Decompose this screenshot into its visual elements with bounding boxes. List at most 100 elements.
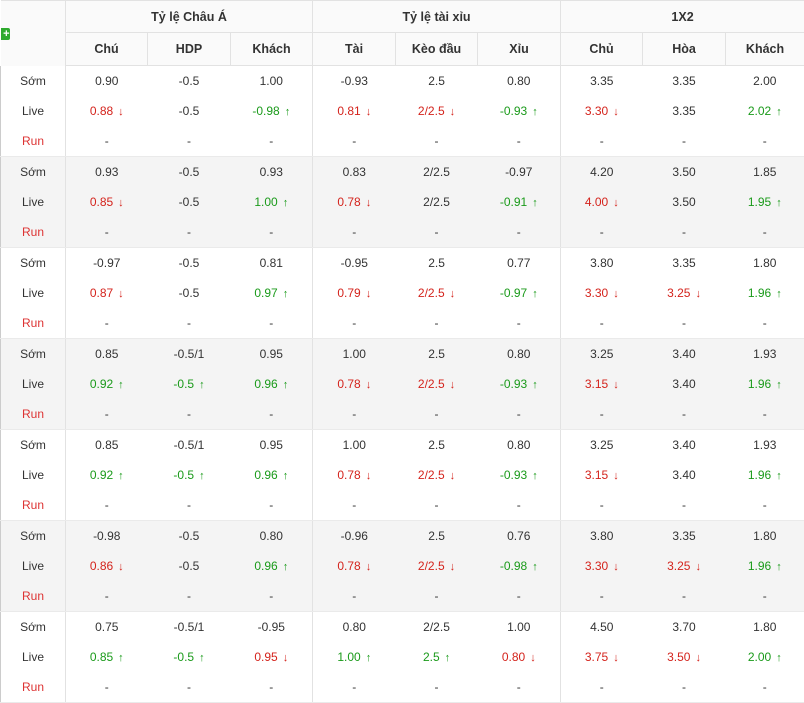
odds-value: 3.35 (672, 256, 695, 270)
odds-value: - (517, 316, 521, 330)
odds-cell: -0.91↑ (478, 187, 561, 217)
odds-value: 3.50 (672, 165, 695, 179)
odds-cell: - (643, 217, 726, 248)
odds-value: - (763, 498, 767, 512)
odds-value: 0.85 (90, 650, 113, 664)
arrow-down-icon: ↓ (366, 470, 372, 482)
arrow-down-icon: ↓ (613, 470, 619, 482)
odds-cell: 0.85 (66, 430, 148, 461)
row-label[interactable]: Run (1, 126, 66, 157)
arrow-down-icon: ↓ (613, 106, 619, 118)
odds-cell: 4.00↓ (561, 187, 643, 217)
odds-cell: 0.75 (66, 612, 148, 643)
odds-cell: - (643, 490, 726, 521)
odds-value: - (435, 316, 439, 330)
odds-cell: -0.5↑ (148, 369, 231, 399)
odds-value: 0.95 (254, 650, 277, 664)
odds-value: - (352, 134, 356, 148)
odds-cell: 0.80↓ (478, 642, 561, 672)
odds-value: - (187, 225, 191, 239)
odds-cell: 2/2.5 (396, 157, 478, 188)
odds-value: 2.00 (748, 650, 771, 664)
odds-value: 2/2.5 (423, 165, 450, 179)
odds-value: 1.00 (254, 195, 277, 209)
odds-cell: 4.50 (561, 612, 643, 643)
odds-cell: -0.5 (148, 278, 231, 308)
row-label: Sớm (1, 430, 66, 461)
odds-cell: - (231, 581, 313, 612)
odds-cell: 0.97↑ (231, 278, 313, 308)
odds-cell: 1.00 (313, 430, 396, 461)
odds-value: 0.86 (90, 559, 113, 573)
odds-value: 1.96 (748, 559, 771, 573)
odds-value: - (682, 134, 686, 148)
odds-cell: 4.20 (561, 157, 643, 188)
odds-value: 1.00 (260, 74, 283, 88)
odds-cell: - (148, 217, 231, 248)
row-label[interactable]: Run (1, 308, 66, 339)
odds-value: - (105, 589, 109, 603)
odds-value: - (187, 589, 191, 603)
odds-cell: - (231, 672, 313, 703)
odds-cell: 0.96↑ (231, 460, 313, 490)
odds-cell: -0.93↑ (478, 96, 561, 126)
row-label[interactable]: Run (1, 399, 66, 430)
odds-value: 2.5 (428, 74, 445, 88)
odds-value: -0.97 (505, 165, 532, 179)
odds-cell: 3.50 (643, 157, 726, 188)
row-label[interactable]: Run (1, 490, 66, 521)
odds-value: 0.80 (502, 650, 525, 664)
odds-value: -0.93 (500, 104, 527, 118)
odds-cell: 3.35 (643, 96, 726, 126)
odds-cell: 3.35 (643, 248, 726, 279)
row-label: Live (1, 187, 66, 217)
expand-plus-icon[interactable]: + (1, 28, 10, 40)
odds-value: - (105, 134, 109, 148)
arrow-down-icon: ↓ (613, 197, 619, 209)
odds-value: 0.77 (507, 256, 530, 270)
odds-cell: -0.5/1 (148, 430, 231, 461)
odds-value: - (435, 407, 439, 421)
odds-value: -0.93 (500, 377, 527, 391)
row-label[interactable]: Run (1, 581, 66, 612)
odds-cell: - (313, 399, 396, 430)
arrow-down-icon: ↓ (613, 652, 619, 664)
arrow-up-icon: ↑ (776, 379, 782, 391)
odds-value: -0.5 (173, 650, 194, 664)
group-header-1x2: 1X2 (561, 1, 804, 33)
odds-cell: 0.95 (231, 430, 313, 461)
row-label: Sớm (1, 612, 66, 643)
odds-value: -0.93 (500, 468, 527, 482)
arrow-up-icon: ↑ (445, 652, 451, 664)
odds-cell: -0.93 (313, 66, 396, 97)
odds-cell: - (313, 490, 396, 521)
odds-cell: - (313, 672, 396, 703)
odds-value: 3.30 (585, 559, 608, 573)
arrow-down-icon: ↓ (695, 561, 701, 573)
odds-cell: - (643, 672, 726, 703)
row-label[interactable]: Run (1, 217, 66, 248)
odds-cell: 3.40 (643, 460, 726, 490)
odds-cell: 0.83 (313, 157, 396, 188)
odds-value: - (517, 589, 521, 603)
odds-value: 0.96 (254, 559, 277, 573)
odds-cell: 0.80 (313, 612, 396, 643)
odds-cell: -0.5 (148, 521, 231, 552)
odds-value: 2/2.5 (423, 620, 450, 634)
odds-value: - (682, 407, 686, 421)
odds-cell: 1.96↑ (726, 278, 804, 308)
odds-cell: 0.77 (478, 248, 561, 279)
odds-value: - (763, 407, 767, 421)
col-header-1x2-away: Khách (726, 33, 804, 66)
odds-value: -0.5 (179, 256, 200, 270)
odds-value: 3.30 (585, 286, 608, 300)
odds-cell: - (726, 490, 804, 521)
odds-value: 0.85 (90, 195, 113, 209)
odds-cell: 0.81↓ (313, 96, 396, 126)
odds-value: -0.5 (173, 468, 194, 482)
odds-value: - (517, 407, 521, 421)
row-label[interactable]: Run (1, 672, 66, 703)
